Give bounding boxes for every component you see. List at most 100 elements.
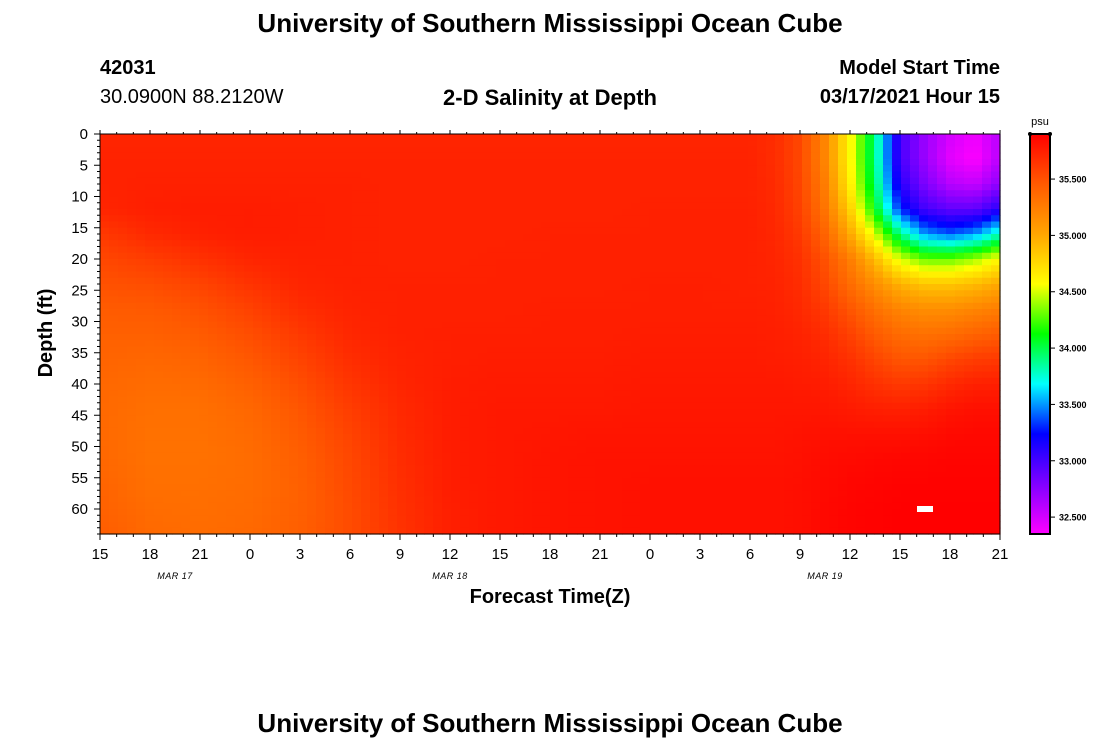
heatmap-cell <box>172 209 182 216</box>
heatmap-cell <box>829 346 839 354</box>
heatmap-cell <box>604 265 614 273</box>
heatmap-cell <box>343 302 353 310</box>
heatmap-cell <box>730 309 740 316</box>
heatmap-cell <box>658 365 668 373</box>
heatmap-cell <box>613 340 623 348</box>
heatmap-cell <box>235 440 245 448</box>
heatmap-cell <box>379 215 389 223</box>
heatmap-cell <box>811 365 821 373</box>
heatmap-cell <box>946 234 956 241</box>
heatmap-cell <box>235 252 245 260</box>
heatmap-cell <box>775 246 785 254</box>
heatmap-cell <box>316 196 326 204</box>
heatmap-cell <box>145 159 155 166</box>
heatmap-cell <box>172 277 182 285</box>
heatmap-cell <box>613 209 623 216</box>
heatmap-cell <box>397 302 407 310</box>
heatmap-cell <box>712 221 722 229</box>
heatmap-cell <box>703 421 713 429</box>
heatmap-cell <box>739 252 749 260</box>
heatmap-cell <box>604 340 614 348</box>
heatmap-cell <box>307 209 317 216</box>
heatmap-cell <box>496 365 506 373</box>
heatmap-cell <box>802 302 812 310</box>
heatmap-cell <box>910 159 920 166</box>
heatmap-cell <box>190 409 200 416</box>
heatmap-cell <box>262 240 272 248</box>
heatmap-cell <box>676 327 686 335</box>
heatmap-cell <box>226 309 236 316</box>
heatmap-cell <box>172 215 182 223</box>
heatmap-cell <box>901 240 911 248</box>
heatmap-cell <box>442 215 452 223</box>
heatmap-cell <box>694 165 704 173</box>
heatmap-cell <box>982 246 992 254</box>
heatmap-cell <box>271 134 281 141</box>
heatmap-cell <box>595 215 605 223</box>
heatmap-cell <box>163 271 173 279</box>
heatmap-cell <box>802 246 812 254</box>
heatmap-cell <box>127 284 137 291</box>
heatmap-cell <box>496 377 506 385</box>
heatmap-cell <box>694 152 704 160</box>
heatmap-cell <box>820 427 830 435</box>
heatmap-cell <box>379 221 389 229</box>
heatmap-cell <box>181 196 191 204</box>
heatmap-cell <box>901 427 911 435</box>
heatmap-cell <box>460 327 470 335</box>
heatmap-cell <box>100 271 110 279</box>
heatmap-cell <box>568 271 578 279</box>
heatmap-cell <box>253 184 263 191</box>
heatmap-cell <box>271 327 281 335</box>
heatmap-cell <box>217 140 227 148</box>
heatmap-cell <box>649 309 659 316</box>
heatmap-cell <box>667 302 677 310</box>
heatmap-cell <box>172 240 182 248</box>
heatmap-cell <box>253 196 263 204</box>
heatmap-cell <box>127 177 137 185</box>
heatmap-cell <box>703 146 713 154</box>
heatmap-cell <box>487 165 497 173</box>
heatmap-cell <box>289 202 299 210</box>
heatmap-cell <box>703 346 713 354</box>
heatmap-cell <box>397 365 407 373</box>
heatmap-cell <box>334 371 344 379</box>
heatmap-cell <box>838 221 848 229</box>
heatmap-cell <box>406 415 416 423</box>
heatmap-cell <box>523 184 533 191</box>
heatmap-cell <box>109 334 119 341</box>
heatmap-cell <box>658 296 668 304</box>
heatmap-cell <box>982 277 992 285</box>
heatmap-cell <box>982 359 992 366</box>
heatmap-cell <box>316 384 326 391</box>
heatmap-cell <box>496 152 506 160</box>
heatmap-cell <box>703 259 713 266</box>
heatmap-cell <box>964 415 974 423</box>
heatmap-cell <box>226 184 236 191</box>
heatmap-cell <box>604 315 614 323</box>
heatmap-cell <box>244 140 254 148</box>
heatmap-cell <box>100 377 110 385</box>
heatmap-cell <box>757 402 767 410</box>
heatmap-cell <box>613 271 623 279</box>
heatmap-cell <box>226 196 236 204</box>
heatmap-cell <box>883 334 893 341</box>
heatmap-cell <box>856 309 866 316</box>
heatmap-cell <box>424 184 434 191</box>
heatmap-cell <box>415 177 425 185</box>
heatmap-cell <box>910 140 920 148</box>
heatmap-cell <box>235 159 245 166</box>
heatmap-cell <box>649 134 659 141</box>
heatmap-cell <box>514 415 524 423</box>
heatmap-cell <box>478 246 488 254</box>
heatmap-cell <box>334 202 344 210</box>
heatmap-cell <box>874 209 884 216</box>
heatmap-cell <box>631 246 641 254</box>
heatmap-cell <box>622 171 632 179</box>
heatmap-cell <box>955 196 965 204</box>
heatmap-cell <box>613 352 623 360</box>
heatmap-cell <box>883 165 893 173</box>
heatmap-cell <box>289 184 299 191</box>
heatmap-cell <box>892 321 902 329</box>
heatmap-cell <box>937 402 947 410</box>
